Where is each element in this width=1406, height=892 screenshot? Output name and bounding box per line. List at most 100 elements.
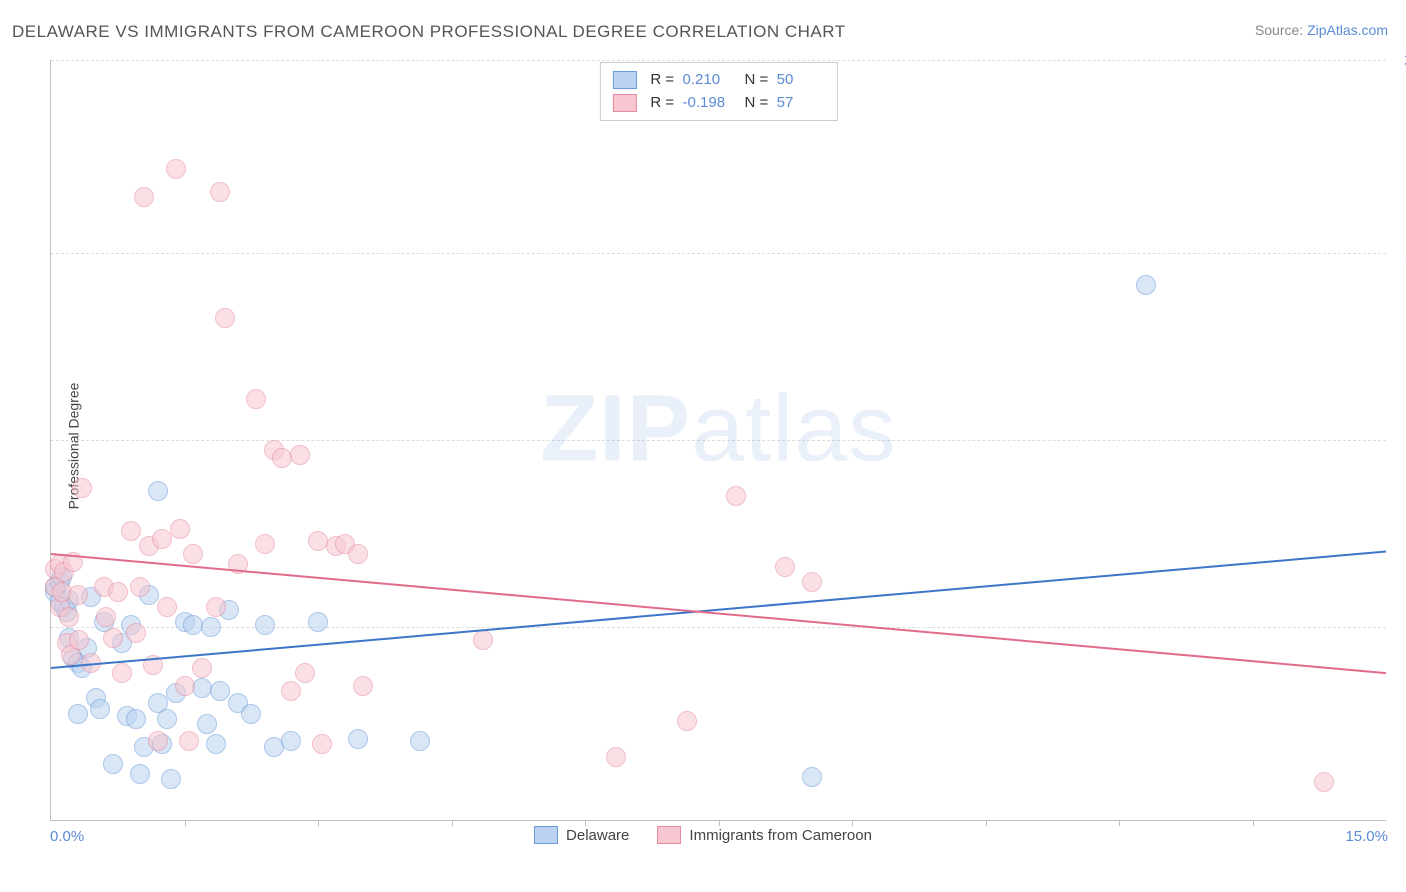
data-point-cameroon <box>126 623 146 643</box>
y-tick-label: 7.5% <box>1391 432 1406 449</box>
regression-line-cameroon <box>51 554 1386 673</box>
data-point-cameroon <box>112 663 132 683</box>
data-point-cameroon <box>183 544 203 564</box>
chart-title: DELAWARE VS IMMIGRANTS FROM CAMEROON PRO… <box>12 22 846 42</box>
data-point-cameroon <box>157 597 177 617</box>
data-point-delaware <box>281 731 301 751</box>
data-point-delaware <box>130 764 150 784</box>
data-point-cameroon <box>353 676 373 696</box>
y-tick-label: 15.0% <box>1391 52 1406 69</box>
scatter-plot-area: ZIPatlas R = 0.210 N = 50 R = -0.198 N = 57… <box>50 60 1386 821</box>
legend-swatch-cameroon <box>657 826 681 844</box>
data-point-delaware <box>157 709 177 729</box>
source-prefix: Source: <box>1255 22 1307 38</box>
data-point-cameroon <box>295 663 315 683</box>
data-point-cameroon <box>281 681 301 701</box>
data-point-cameroon <box>606 747 626 767</box>
source-link[interactable]: ZipAtlas.com <box>1307 22 1388 38</box>
data-point-cameroon <box>775 557 795 577</box>
gridline <box>51 253 1386 254</box>
data-point-delaware <box>201 617 221 637</box>
data-point-cameroon <box>96 607 116 627</box>
stat-n-value: 50 <box>777 68 825 91</box>
data-point-cameroon <box>348 544 368 564</box>
data-point-cameroon <box>108 582 128 602</box>
data-point-delaware <box>308 612 328 632</box>
gridline <box>51 440 1386 441</box>
data-point-cameroon <box>72 478 92 498</box>
data-point-cameroon <box>175 676 195 696</box>
data-point-cameroon <box>134 187 154 207</box>
stats-row-delaware: R = 0.210 N = 50 <box>612 68 824 91</box>
data-point-delaware <box>410 731 430 751</box>
data-point-delaware <box>1136 275 1156 295</box>
data-point-cameroon <box>290 445 310 465</box>
data-point-cameroon <box>179 731 199 751</box>
data-point-cameroon <box>272 448 292 468</box>
data-point-cameroon <box>103 628 123 648</box>
data-point-cameroon <box>148 731 168 751</box>
legend-swatch-cameroon <box>612 94 636 112</box>
watermark: ZIPatlas <box>540 375 896 484</box>
series-legend: Delaware Immigrants from Cameroon <box>0 826 1406 844</box>
stat-r-value: 0.210 <box>683 68 731 91</box>
data-point-cameroon <box>81 653 101 673</box>
stat-n-label: N = 57 <box>745 91 825 114</box>
data-point-cameroon <box>170 519 190 539</box>
data-point-delaware <box>126 709 146 729</box>
data-point-cameroon <box>246 389 266 409</box>
legend-swatch-delaware <box>534 826 558 844</box>
gridline <box>51 60 1386 61</box>
data-point-delaware <box>197 714 217 734</box>
data-point-delaware <box>802 767 822 787</box>
legend-item-cameroon: Immigrants from Cameroon <box>657 826 872 844</box>
data-point-delaware <box>210 681 230 701</box>
data-point-cameroon <box>63 552 83 572</box>
data-point-cameroon <box>69 630 89 650</box>
data-point-cameroon <box>166 159 186 179</box>
source-attribution: Source: ZipAtlas.com <box>1255 22 1388 38</box>
stat-n-label: N = 50 <box>745 68 825 91</box>
data-point-cameroon <box>68 585 88 605</box>
data-point-cameroon <box>255 534 275 554</box>
data-point-delaware <box>348 729 368 749</box>
data-point-cameroon <box>59 607 79 627</box>
data-point-cameroon <box>677 711 697 731</box>
data-point-cameroon <box>473 630 493 650</box>
legend-item-delaware: Delaware <box>534 826 629 844</box>
data-point-cameroon <box>210 182 230 202</box>
data-point-cameroon <box>206 597 226 617</box>
regression-line-delaware <box>51 551 1386 668</box>
data-point-delaware <box>90 699 110 719</box>
gridline <box>51 627 1386 628</box>
data-point-delaware <box>148 481 168 501</box>
stat-r-label: R = 0.210 <box>650 68 730 91</box>
data-point-cameroon <box>152 529 172 549</box>
y-tick-label: 11.2% <box>1391 244 1406 261</box>
y-tick-label: 3.8% <box>1391 619 1406 636</box>
stat-n-value: 57 <box>777 91 825 114</box>
data-point-delaware <box>161 769 181 789</box>
data-point-cameroon <box>130 577 150 597</box>
data-point-cameroon <box>802 572 822 592</box>
stat-r-label: R = -0.198 <box>650 91 730 114</box>
data-point-cameroon <box>228 554 248 574</box>
data-point-delaware <box>103 754 123 774</box>
data-point-cameroon <box>312 734 332 754</box>
data-point-cameroon <box>121 521 141 541</box>
data-point-delaware <box>68 704 88 724</box>
data-point-cameroon <box>143 655 163 675</box>
stats-row-cameroon: R = -0.198 N = 57 <box>612 91 824 114</box>
stat-r-value: -0.198 <box>683 91 731 114</box>
data-point-cameroon <box>1314 772 1334 792</box>
data-point-delaware <box>206 734 226 754</box>
data-point-delaware <box>255 615 275 635</box>
legend-swatch-delaware <box>612 71 636 89</box>
stats-legend-box: R = 0.210 N = 50 R = -0.198 N = 57 <box>599 62 837 121</box>
data-point-cameroon <box>726 486 746 506</box>
legend-label: Delaware <box>566 827 629 844</box>
data-point-delaware <box>241 704 261 724</box>
legend-label: Immigrants from Cameroon <box>689 827 872 844</box>
data-point-cameroon <box>215 308 235 328</box>
data-point-cameroon <box>192 658 212 678</box>
